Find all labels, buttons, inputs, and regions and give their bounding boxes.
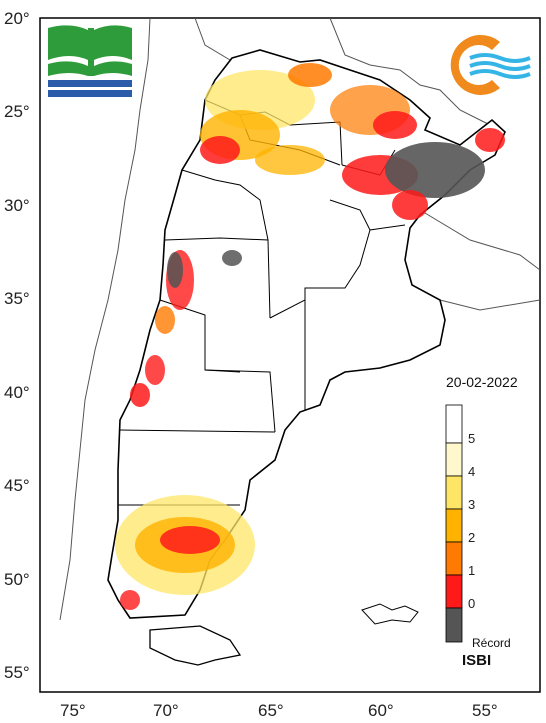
longitude-tick-labels: 75° 70° 65° 60° 55°: [60, 701, 498, 720]
lon-tick-65: 65°: [258, 701, 284, 720]
tierra-del-fuego: [149, 625, 242, 666]
lat-tick-55: 55°: [4, 663, 30, 682]
malvinas-islands: [361, 603, 419, 625]
legend-label-3: 3: [468, 497, 475, 512]
lat-tick-25: 25°: [4, 102, 30, 121]
lat-tick-40: 40°: [4, 383, 30, 402]
lon-tick-70: 70°: [153, 701, 179, 720]
neighbor-borders: [59, 17, 541, 621]
legend-swatch-4: [445, 442, 463, 477]
lat-tick-45: 45°: [4, 476, 30, 495]
legend-swatch-2: [445, 508, 463, 543]
index-name: ISBI: [462, 652, 492, 669]
lon-tick-75: 75°: [60, 701, 86, 720]
lat-tick-30: 30°: [4, 196, 30, 215]
legend-swatch-1: [445, 541, 463, 576]
legend-label-record: Récord: [472, 636, 511, 650]
legend-swatch-0: [445, 574, 463, 609]
lat-tick-50: 50°: [4, 570, 30, 589]
legend-label-1: 1: [468, 563, 475, 578]
legend-swatch-5: [445, 404, 463, 444]
lat-tick-35: 35°: [4, 289, 30, 308]
legend-label-5: 5: [468, 431, 475, 446]
legend-label-4: 4: [468, 464, 475, 479]
institution-logo-green-blue: [48, 25, 132, 97]
legend-color-bar: [445, 404, 463, 643]
legend-label-2: 2: [468, 530, 475, 545]
legend-label-0: 0: [468, 596, 475, 611]
institution-logo-orange-wave: [450, 34, 531, 96]
map-date: 20-02-2022: [446, 374, 518, 390]
legend-swatch-record: [445, 607, 463, 643]
lon-tick-55: 55°: [472, 701, 498, 720]
drought-patches: [115, 63, 505, 610]
legend-swatch-3: [445, 475, 463, 510]
latitude-tick-labels: 20° 25° 30° 35° 40° 45° 50° 55°: [4, 9, 30, 682]
lat-tick-20: 20°: [4, 9, 30, 28]
legend-labels: 5 4 3 2 1 0: [468, 431, 475, 611]
lon-tick-60: 60°: [368, 701, 394, 720]
